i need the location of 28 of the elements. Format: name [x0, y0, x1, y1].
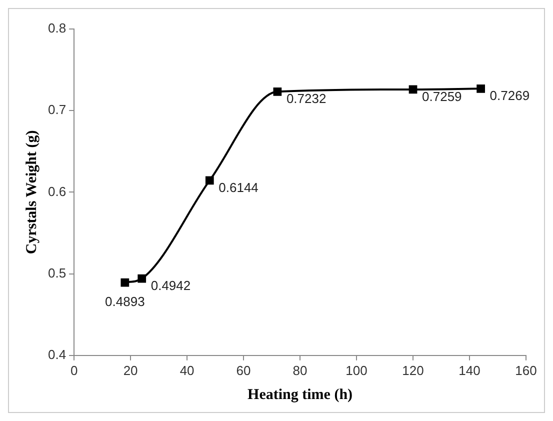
y-axis-title: Cyrstals Weight (g) — [24, 130, 40, 254]
point — [273, 87, 282, 96]
y-tick-label: 0.8 — [48, 20, 66, 36]
y-tick-label: 0.6 — [48, 184, 66, 199]
point — [476, 84, 485, 93]
x-tick-label: 160 — [515, 362, 537, 378]
x-tick-label: 100 — [346, 362, 368, 378]
x-tick-label: 140 — [458, 362, 480, 378]
y-tick-label: 0.7 — [48, 102, 66, 118]
point — [408, 85, 418, 94]
data-label: 0.7259 — [422, 89, 462, 104]
data-label: 0.4893 — [105, 294, 145, 310]
x-tick-label: 120 — [402, 362, 424, 378]
data-label: 0.7232 — [286, 91, 326, 106]
data-label: 0.6144 — [218, 180, 258, 196]
x-tick-label: 60 — [236, 362, 251, 378]
x-tick-label: 80 — [292, 362, 308, 378]
x-tick-label: 40 — [180, 362, 194, 378]
point — [120, 278, 130, 287]
y-tick-label: 0.5 — [48, 265, 66, 280]
y-tick-label: 0.4 — [48, 346, 66, 362]
x-tick-label: 0 — [70, 362, 78, 378]
x-axis-title: Heating time (h) — [248, 386, 353, 403]
point — [138, 274, 146, 283]
point — [205, 176, 214, 185]
x-tick-label: 20 — [123, 362, 138, 378]
data-label: 0.7269 — [490, 88, 530, 104]
data-label: 0.4942 — [150, 278, 191, 294]
